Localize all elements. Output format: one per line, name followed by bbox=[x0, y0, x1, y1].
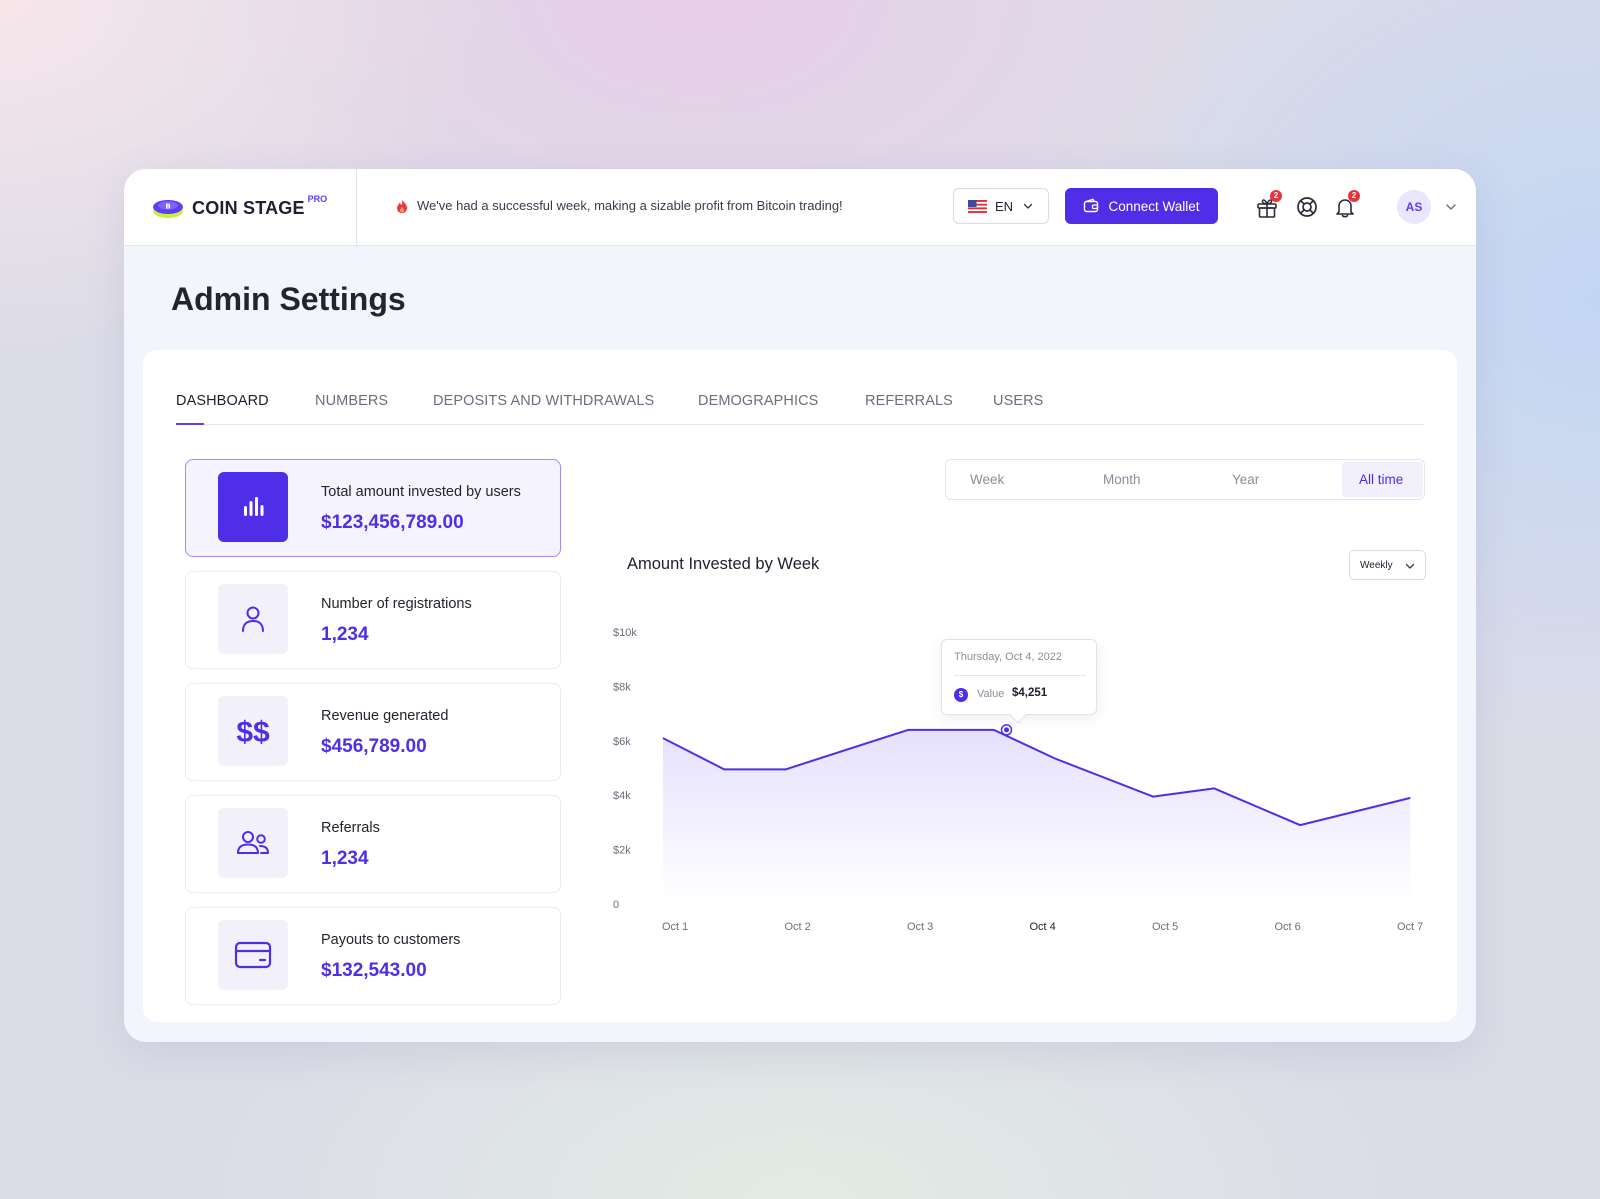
series-area bbox=[663, 729, 1411, 904]
chevron-down-icon bbox=[1405, 563, 1415, 569]
stat-value: $132,543.00 bbox=[321, 960, 427, 981]
range-all-time[interactable]: All time bbox=[1359, 472, 1404, 487]
x-tick-label: Oct 6 bbox=[1275, 921, 1301, 933]
support-button[interactable] bbox=[1294, 194, 1320, 220]
svg-text:B: B bbox=[165, 203, 170, 211]
us-flag-icon bbox=[968, 199, 987, 213]
stat-card-referrals[interactable]: Referrals 1,234 bbox=[185, 795, 561, 893]
interval-select-value: Weekly bbox=[1360, 559, 1393, 571]
tab-dashboard[interactable]: DASHBOARD bbox=[176, 393, 269, 409]
svg-text:$$: $$ bbox=[236, 716, 270, 747]
x-tick-label: Oct 5 bbox=[1152, 921, 1178, 933]
stat-label: Referrals bbox=[321, 820, 380, 836]
active-tab-indicator bbox=[176, 423, 204, 425]
notification-badge: 2 bbox=[1348, 190, 1360, 202]
chevron-down-icon bbox=[1023, 203, 1033, 209]
stat-label: Revenue generated bbox=[321, 708, 449, 724]
tab-bar: DASHBOARD NUMBERS DEPOSITS AND WITHDRAWA… bbox=[176, 350, 1424, 425]
stat-label: Total amount invested by users bbox=[321, 484, 521, 500]
y-tick-label: $6k bbox=[613, 736, 631, 748]
highlight-point[interactable] bbox=[1004, 727, 1009, 733]
avatar-initials: AS bbox=[1405, 200, 1423, 214]
tab-numbers[interactable]: NUMBERS bbox=[315, 393, 389, 409]
y-tick-label: $4k bbox=[613, 790, 631, 802]
gift-badge: 2 bbox=[1270, 190, 1282, 202]
coin-logo-icon: B bbox=[153, 200, 183, 218]
gift-button[interactable]: 2 bbox=[1254, 190, 1282, 220]
stat-value: $456,789.00 bbox=[321, 736, 427, 757]
account-menu-chevron-icon[interactable] bbox=[1445, 202, 1457, 212]
language-selector[interactable]: EN bbox=[953, 188, 1049, 224]
users-icon bbox=[237, 831, 269, 854]
y-tick-label: $2k bbox=[613, 845, 631, 857]
announcement-text: We've had a successful week, making a si… bbox=[417, 198, 843, 213]
stat-card-payouts[interactable]: Payouts to customers $132,543.00 bbox=[185, 907, 561, 1005]
y-tick-label: $8k bbox=[613, 681, 631, 693]
stat-value: 1,234 bbox=[321, 848, 369, 869]
time-range-active-bg bbox=[1342, 462, 1423, 497]
top-bar: B COIN STAGE PRO We've had a successful … bbox=[124, 169, 1476, 246]
brand-sup: PRO bbox=[307, 194, 328, 204]
stat-value: 1,234 bbox=[321, 624, 369, 645]
gift-icon bbox=[1257, 199, 1277, 218]
stat-card-revenue[interactable]: $$ Revenue generated $456,789.00 bbox=[185, 683, 561, 781]
page-title: Admin Settings bbox=[171, 281, 406, 317]
dashboard-panel: DASHBOARD NUMBERS DEPOSITS AND WITHDRAWA… bbox=[143, 350, 1457, 1022]
announcement: We've had a successful week, making a si… bbox=[396, 198, 843, 213]
range-week[interactable]: Week bbox=[970, 472, 1005, 487]
card-icon bbox=[234, 941, 272, 969]
tooltip-date: Thursday, Oct 4, 2022 bbox=[954, 651, 1063, 663]
invested-by-week-chart: 0 $2k $4k $6k $8k $10k Oct 1 Oct 2 Oct 3 Oct 4 Oc… bbox=[613, 627, 1423, 933]
y-tick-label: 0 bbox=[613, 899, 619, 911]
tab-users[interactable]: USERS bbox=[993, 393, 1044, 409]
tooltip-coin-icon: $ bbox=[954, 688, 968, 702]
brand-name: COIN STAGE bbox=[192, 197, 305, 218]
tab-demographics[interactable]: DEMOGRAPHICS bbox=[698, 393, 819, 409]
x-tick-label: Oct 7 bbox=[1397, 921, 1423, 933]
stat-card-total-invested[interactable]: Total amount invested by users $123,456,… bbox=[185, 459, 561, 557]
time-range-selector: Week Month Year All time bbox=[945, 459, 1425, 500]
user-icon bbox=[242, 606, 264, 632]
wallet-icon bbox=[1084, 198, 1099, 213]
connect-wallet-label: Connect Wallet bbox=[1108, 198, 1200, 214]
stat-label: Payouts to customers bbox=[321, 932, 461, 948]
x-tick-label: Oct 3 bbox=[907, 921, 933, 933]
x-tick-label: Oct 1 bbox=[662, 921, 688, 933]
x-tick-label: Oct 4 bbox=[1030, 921, 1056, 933]
language-label: EN bbox=[995, 198, 1014, 214]
fire-icon bbox=[397, 198, 407, 213]
tooltip-value: $4,251 bbox=[1012, 687, 1048, 699]
bell-icon bbox=[1336, 199, 1354, 218]
bar-chart-icon bbox=[244, 497, 264, 516]
chart-tooltip: Thursday, Oct 4, 2022 $ Value $4,251 bbox=[941, 639, 1097, 724]
x-tick-label: Oct 2 bbox=[785, 921, 811, 933]
tab-deposits-and-withdrawals[interactable]: DEPOSITS AND WITHDRAWALS bbox=[433, 393, 655, 409]
app-window: B COIN STAGE PRO We've had a successful … bbox=[124, 169, 1476, 1042]
connect-wallet-button[interactable]: Connect Wallet bbox=[1065, 188, 1218, 224]
dollar-icon: $$ bbox=[236, 716, 270, 747]
series-line bbox=[662, 728, 1411, 827]
header-divider bbox=[356, 169, 357, 246]
avatar[interactable]: AS bbox=[1397, 190, 1431, 224]
stat-card-registrations[interactable]: Number of registrations 1,234 bbox=[185, 571, 561, 669]
lifebuoy-icon bbox=[1297, 197, 1317, 217]
tooltip-label: Value bbox=[977, 688, 1005, 700]
notifications-button[interactable]: 2 bbox=[1332, 190, 1360, 220]
tab-referrals[interactable]: REFERRALS bbox=[865, 393, 953, 409]
chart-title: Amount Invested by Week bbox=[627, 555, 820, 573]
range-year[interactable]: Year bbox=[1232, 472, 1260, 487]
y-tick-label: $10k bbox=[613, 627, 637, 639]
tooltip-divider bbox=[954, 675, 1086, 676]
stat-label: Number of registrations bbox=[321, 596, 472, 612]
brand-logo[interactable]: B COIN STAGE PRO bbox=[152, 191, 327, 225]
range-month[interactable]: Month bbox=[1103, 472, 1141, 487]
stat-value: $123,456,789.00 bbox=[321, 512, 464, 533]
interval-select[interactable]: Weekly bbox=[1349, 550, 1426, 580]
